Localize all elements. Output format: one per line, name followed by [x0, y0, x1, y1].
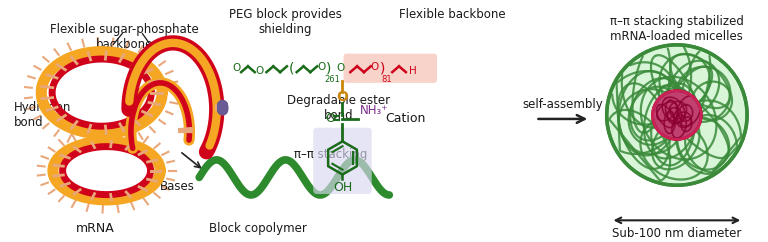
Circle shape: [217, 104, 227, 113]
Text: self-assembly: self-assembly: [522, 98, 603, 111]
Text: π–π stacking: π–π stacking: [294, 148, 368, 160]
Text: (: (: [289, 61, 295, 75]
Text: PEG block provides
shielding: PEG block provides shielding: [229, 8, 342, 36]
Text: O: O: [336, 63, 345, 73]
Text: 81: 81: [381, 75, 392, 84]
Text: O: O: [232, 63, 240, 73]
Text: OH: OH: [333, 181, 352, 194]
Text: O: O: [256, 66, 263, 76]
Text: O: O: [325, 113, 335, 125]
Circle shape: [217, 101, 227, 111]
FancyBboxPatch shape: [343, 54, 437, 83]
Circle shape: [217, 103, 227, 113]
Circle shape: [653, 91, 701, 139]
Text: Bases: Bases: [156, 169, 195, 193]
Text: π–π stacking stabilized
mRNA-loaded micelles: π–π stacking stabilized mRNA-loaded mice…: [610, 15, 744, 43]
Circle shape: [217, 100, 227, 110]
Text: O: O: [370, 62, 379, 72]
Text: Flexible backbone: Flexible backbone: [399, 8, 506, 21]
Text: Hydrogen
bond: Hydrogen bond: [14, 101, 71, 129]
Circle shape: [217, 104, 227, 114]
Text: Block copolymer: Block copolymer: [209, 222, 306, 235]
Text: H: H: [409, 66, 416, 76]
FancyBboxPatch shape: [313, 128, 372, 194]
Circle shape: [217, 105, 227, 114]
Circle shape: [607, 45, 747, 185]
Circle shape: [217, 103, 227, 113]
Circle shape: [217, 105, 227, 115]
Circle shape: [217, 102, 227, 112]
Text: Degradable ester
bond: Degradable ester bond: [287, 94, 390, 121]
Text: O: O: [317, 62, 325, 72]
Text: O: O: [336, 91, 349, 105]
Text: NH₃⁺: NH₃⁺: [360, 104, 389, 117]
Circle shape: [217, 102, 227, 111]
Text: mRNA: mRNA: [75, 222, 114, 235]
Circle shape: [217, 102, 227, 112]
Circle shape: [217, 101, 227, 111]
Text: Cation: Cation: [386, 113, 425, 125]
Text: 261: 261: [325, 75, 341, 84]
Text: ): ): [380, 61, 386, 75]
Text: Flexible sugar-phosphate
backbone: Flexible sugar-phosphate backbone: [50, 23, 198, 51]
Text: Sub-100 nm diameter: Sub-100 nm diameter: [612, 227, 742, 240]
Text: ): ): [326, 61, 332, 75]
Circle shape: [217, 104, 227, 114]
